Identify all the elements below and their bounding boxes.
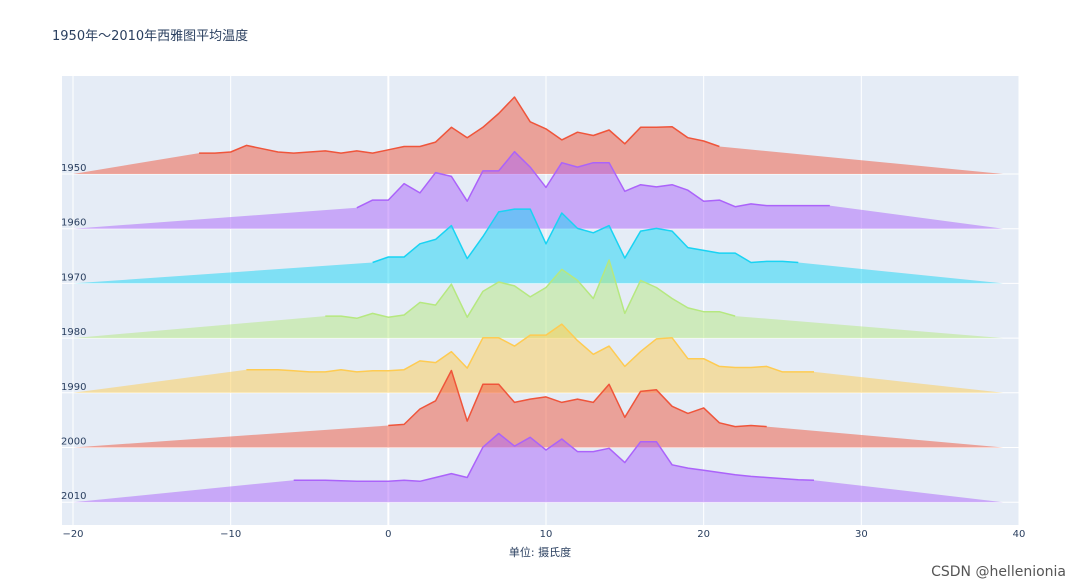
area-1990	[73, 324, 1004, 393]
line-1990	[246, 323, 814, 373]
area-1960	[73, 151, 1004, 229]
y-tick-label-2000: 2000	[61, 437, 86, 448]
y-tick-label-2010: 2010	[61, 491, 86, 502]
line-1960	[356, 150, 830, 209]
x-tick-label: 10	[540, 529, 553, 540]
line-1980	[325, 259, 736, 320]
area-1970	[73, 209, 1004, 284]
y-tick-label-1950: 1950	[61, 163, 86, 174]
x-tick-label: −10	[220, 529, 241, 540]
watermark: CSDN @hellenionia	[931, 564, 1066, 580]
area-2010	[73, 433, 1004, 503]
x-tick-labels: −20 −10 0 10 20 30 40	[62, 529, 1025, 540]
series-1950	[73, 96, 1004, 174]
x-tick-label: 40	[1013, 529, 1026, 540]
series-1960	[73, 150, 1004, 229]
series-1970	[73, 208, 1004, 284]
series-1990	[73, 323, 1004, 393]
x-tick-label: 30	[855, 529, 868, 540]
y-tick-label-1990: 1990	[61, 382, 86, 393]
y-tick-label-1980: 1980	[61, 327, 86, 338]
chart-title: 1950年～2010年西雅图平均温度	[52, 29, 249, 44]
x-tick-label: −20	[62, 529, 83, 540]
y-tick-label-1970: 1970	[61, 272, 86, 283]
series-2000	[73, 369, 1004, 448]
line-2000	[388, 369, 767, 428]
area-1980	[73, 260, 1004, 339]
line-2010	[293, 432, 815, 483]
series-1980	[73, 259, 1004, 339]
x-tick-label: 20	[697, 529, 710, 540]
y-tick-labels: 1950 1960 1970 1980 1990 2000 2010	[61, 163, 86, 502]
x-axis-label: 单位: 摄氏度	[509, 545, 571, 559]
x-tick-label: 0	[385, 529, 391, 540]
line-1950	[199, 96, 720, 154]
area-2000	[73, 370, 1004, 448]
series-2010	[73, 432, 1004, 503]
area-1950	[73, 97, 1004, 174]
series-layer	[73, 96, 1004, 503]
line-1970	[372, 208, 799, 264]
y-tick-label-1960: 1960	[61, 218, 86, 229]
